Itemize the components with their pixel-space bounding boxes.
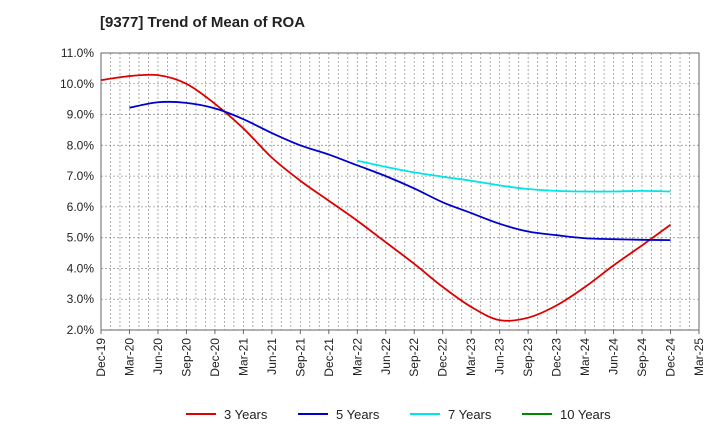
x-tick-label: Sep-20 [179,338,193,377]
x-tick-label: Dec-20 [208,338,222,377]
x-tick-label: Mar-20 [122,338,136,376]
series-line-3-years [100,73,672,322]
x-tick-label: Jun-20 [151,338,165,375]
y-tick-label: 10.0% [60,77,94,91]
y-tick-label: 7.0% [67,169,95,183]
series-line-7-years [357,159,671,193]
x-tick-label: Mar-22 [350,338,364,376]
x-tick-label: Dec-19 [94,338,108,377]
x-tick-label: Mar-23 [464,338,478,376]
y-tick-label: 11.0% [61,46,94,60]
legend-label-7-years: 7 Years [448,407,492,422]
legend-label-10-years: 10 Years [560,407,611,422]
plot-border [100,52,700,331]
x-tick-label: Dec-21 [322,338,336,377]
y-tick-label: 9.0% [67,108,95,122]
y-tick-label: 2.0% [67,323,95,337]
x-tick-label: Mar-25 [692,338,706,376]
y-tick-label: 5.0% [67,231,95,245]
legend-label-5-years: 5 Years [336,407,380,422]
chart-title: [9377] Trend of Mean of ROA [100,14,306,31]
x-tick-label: Mar-21 [236,338,250,376]
x-tick-label: Sep-24 [635,338,649,377]
series-line-5-years [129,100,671,242]
x-tick-label: Sep-21 [293,338,307,377]
x-tick-label: Sep-23 [521,338,535,377]
x-tick-label: Dec-22 [436,338,450,377]
x-tick-label: Jun-24 [607,338,621,375]
y-tick-label: 4.0% [67,261,95,275]
x-tick-label: Jun-22 [379,338,393,375]
y-tick-label: 6.0% [67,200,95,214]
x-tick-label: Dec-24 [664,338,678,377]
y-tick-label: 3.0% [67,292,95,306]
legend-label-3-years: 3 Years [224,407,268,422]
x-tick-label: Dec-23 [550,338,564,377]
x-tick-label: Mar-24 [578,338,592,376]
x-tick-label: Jun-21 [265,338,279,375]
x-tick-label: Sep-22 [407,338,421,377]
y-tick-label: 8.0% [67,138,95,152]
x-tick-label: Jun-23 [493,338,507,375]
